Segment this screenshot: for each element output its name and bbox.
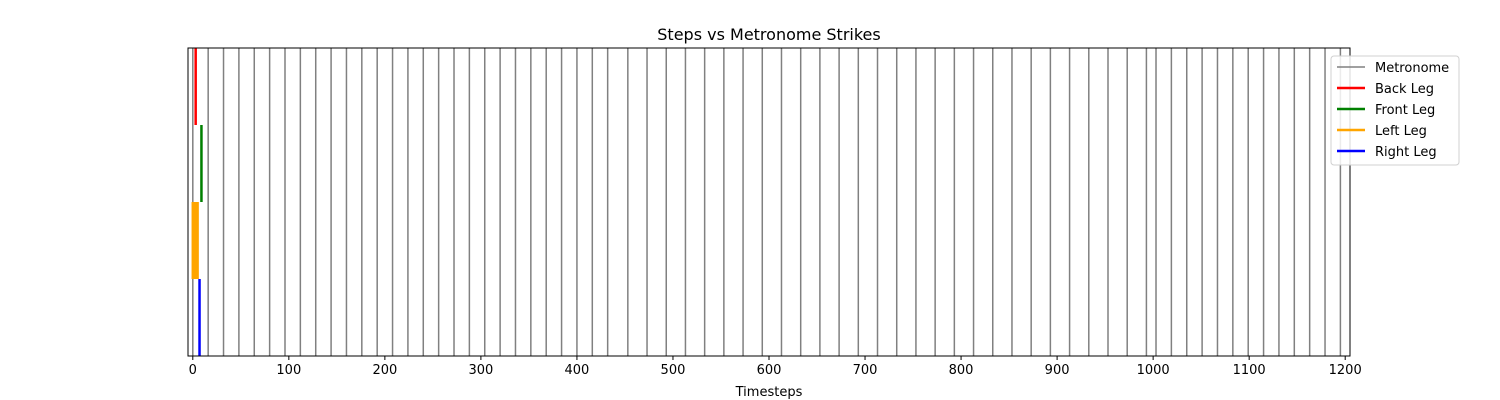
x-tick-label-1: 100 — [276, 363, 301, 378]
x-tick-label-0: 0 — [189, 363, 197, 378]
x-tick-label-10: 1000 — [1137, 363, 1170, 378]
legend-box — [1330, 55, 1460, 166]
legend-label-front-leg: Front Leg — [1375, 103, 1435, 118]
x-axis-label: Timesteps — [735, 385, 803, 400]
plot-area — [191, 48, 1342, 356]
legend-label-right-leg: Right Leg — [1375, 145, 1437, 160]
x-tick-label-2: 200 — [372, 363, 397, 378]
x-tick-label-12: 1200 — [1329, 363, 1362, 378]
legend-label-metronome: Metronome — [1375, 61, 1449, 76]
legend: Metronome Back Leg Front Leg Left Leg Right … — [1330, 55, 1460, 166]
x-tick-label-5: 500 — [661, 363, 686, 378]
x-tick-label-11: 1100 — [1233, 363, 1266, 378]
x-tick-label-9: 900 — [1045, 363, 1070, 378]
x-tick-label-7: 700 — [853, 363, 878, 378]
x-axis-ticks: 0 100 200 300 400 500 600 700 800 900 1000 1100 1200 — [189, 356, 1362, 378]
legend-label-left-leg: Left Leg — [1375, 124, 1427, 139]
x-tick-label-3: 300 — [468, 363, 493, 378]
x-tick-label-6: 600 — [757, 363, 782, 378]
x-tick-label-4: 400 — [565, 363, 590, 378]
chart-title: Steps vs Metronome Strikes — [657, 25, 880, 44]
x-tick-label-8: 800 — [949, 363, 974, 378]
legend-label-back-leg: Back Leg — [1375, 82, 1434, 97]
